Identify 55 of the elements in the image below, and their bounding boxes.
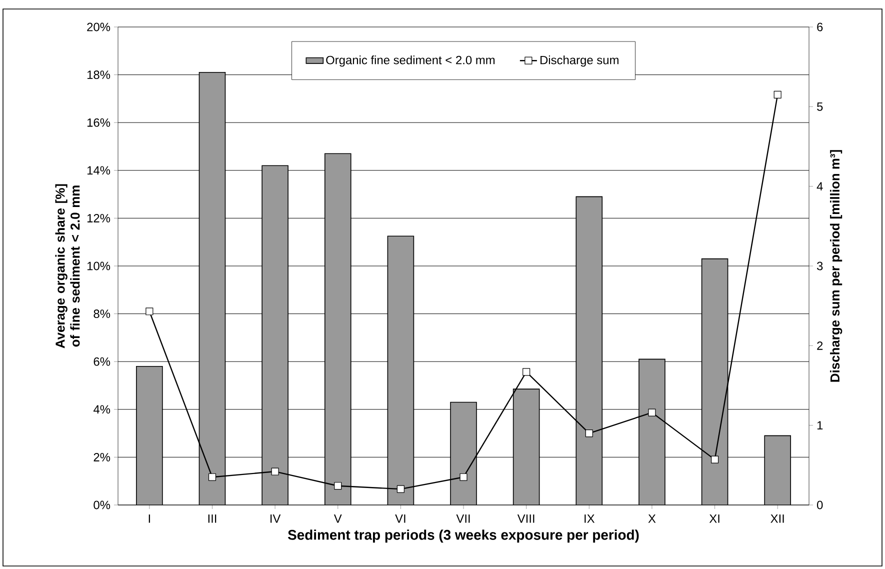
x-tick-label: III xyxy=(208,514,216,523)
y-tick-label: 16% xyxy=(87,118,110,127)
point xyxy=(271,468,279,476)
y2-tick-label: 6 xyxy=(817,22,823,32)
y2-axis-title: Discharge sum per period [million m³] xyxy=(830,150,842,382)
bar xyxy=(450,402,477,505)
x-tick-label: VII xyxy=(456,514,470,523)
point xyxy=(460,473,468,481)
bar xyxy=(764,435,791,505)
x-axis-title: Sediment trap periods (3 weeks exposure per period) xyxy=(288,530,639,543)
bar xyxy=(701,258,728,505)
bar xyxy=(198,72,226,505)
point xyxy=(334,482,342,490)
point xyxy=(711,456,719,464)
y-tick-label: 8% xyxy=(94,310,110,318)
y2-tick-label: 2 xyxy=(817,341,823,350)
bar xyxy=(576,196,603,505)
x-tick-label: XII xyxy=(770,514,784,523)
point xyxy=(522,368,530,376)
y-tick-label: 20% xyxy=(87,22,110,32)
bar xyxy=(512,388,540,505)
y2-tick-label: 5 xyxy=(817,102,823,111)
point xyxy=(648,408,656,416)
y-tick-label: 18% xyxy=(87,70,110,80)
y-tick-label: 2% xyxy=(94,452,110,462)
y2-tick-label: 0 xyxy=(817,500,823,510)
bar xyxy=(136,366,163,505)
x-tick-label: XI xyxy=(709,514,720,523)
bar xyxy=(324,153,352,505)
bar xyxy=(387,236,414,505)
y-tick-label: 10% xyxy=(87,262,110,270)
x-tick-label: X xyxy=(648,514,656,523)
x-tick-label: IV xyxy=(270,514,281,523)
y-tick-label: 6% xyxy=(94,357,110,366)
y-tick-label: 12% xyxy=(87,214,110,222)
y-tick-label: 4% xyxy=(93,405,110,414)
legend-label: Organic fine sediment < 2.0 mm xyxy=(326,56,495,67)
point xyxy=(585,429,593,438)
x-tick-label: V xyxy=(334,514,342,523)
y-axis-title: Average organic share [%] of fine sediment < 2.0 mm xyxy=(55,184,80,348)
y2-tick-label: 4 xyxy=(816,182,823,190)
bar xyxy=(262,165,288,505)
y2-tick-label: 1 xyxy=(817,421,823,430)
y-tick-label: 0% xyxy=(94,500,110,510)
point xyxy=(208,473,216,481)
bar xyxy=(638,358,666,505)
y2-tick-label: 3 xyxy=(816,262,823,270)
legend-label: Discharge sum xyxy=(540,56,618,67)
point xyxy=(396,485,404,493)
x-tick-label: VI xyxy=(395,514,406,523)
x-tick-label: VIII xyxy=(517,514,534,523)
point xyxy=(146,308,154,316)
x-tick-label: IX xyxy=(584,514,595,523)
y-tick-label: 14% xyxy=(87,166,110,175)
x-tick-label: I xyxy=(148,514,150,523)
